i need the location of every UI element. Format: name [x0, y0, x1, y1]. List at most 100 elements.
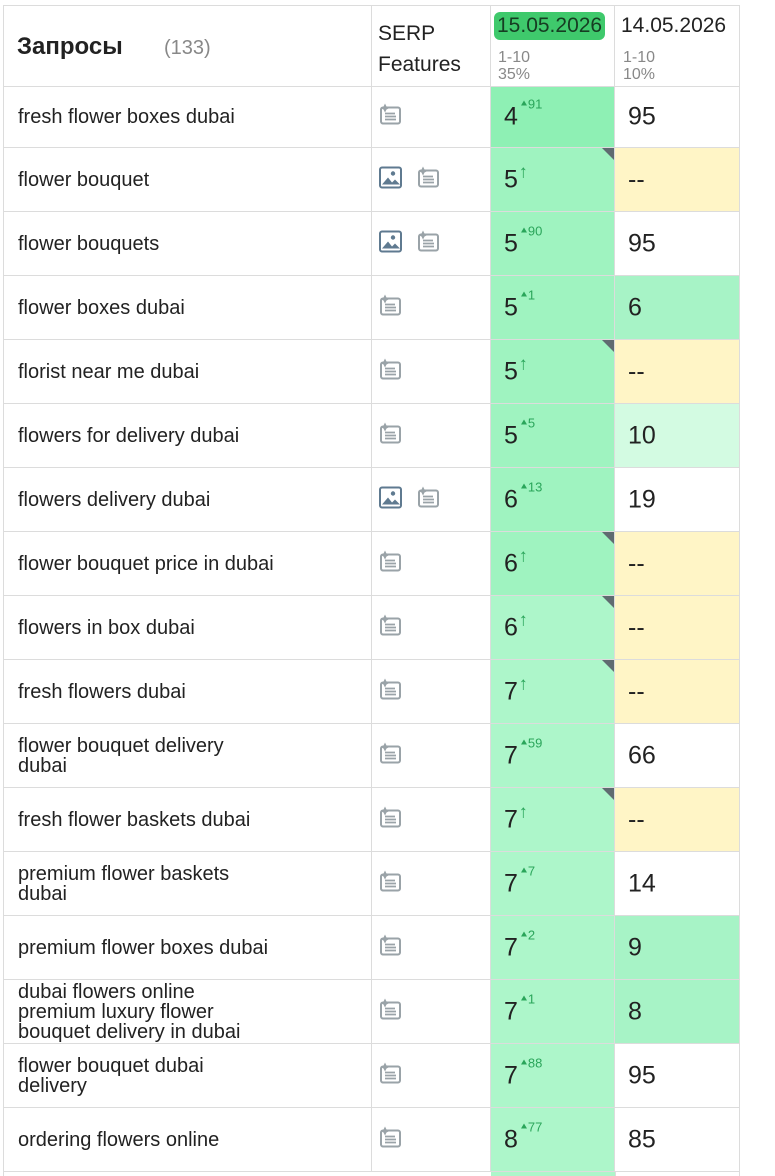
snippet-icon: [378, 933, 404, 962]
range: 1-10: [498, 49, 531, 66]
position-value: 7: [504, 677, 518, 705]
previous-value: 14: [628, 869, 656, 897]
query-cell: flower bouquet dubai delivery: [3, 1044, 372, 1108]
share: 10%: [623, 66, 656, 83]
position-change: 5: [521, 415, 535, 430]
previous-value: 8: [628, 997, 642, 1025]
query-cell: fresh flower baskets dubai: [3, 788, 372, 852]
serp-cell: [372, 212, 491, 276]
serp-cell: [372, 596, 491, 660]
position-value: 5: [504, 293, 518, 321]
previous-value: --: [628, 549, 645, 577]
serp-cell: [372, 660, 491, 724]
position-value: 4: [504, 102, 518, 131]
position-value: 5: [504, 357, 518, 385]
serp-icons: [378, 485, 442, 514]
query-cell: premium flower baskets dubai: [3, 852, 372, 916]
query-text: fresh flowers dubai: [18, 680, 186, 703]
previous-cell: 8: [615, 980, 740, 1044]
new-marker: [602, 660, 614, 672]
serp-icons: [378, 933, 404, 962]
image-icon: [378, 485, 404, 514]
new-marker: [602, 788, 614, 800]
position-change: 7: [521, 863, 535, 878]
position-change: 13: [521, 479, 542, 494]
serp-icons: [378, 357, 404, 386]
snippet-icon: [416, 229, 442, 258]
query-text: flower bouquet dubai delivery: [18, 1054, 204, 1097]
position-value: 7: [504, 933, 518, 961]
partial-row-divider: [3, 1172, 740, 1176]
query-text: ordering flowers online: [18, 1128, 220, 1151]
snippet-icon: [378, 997, 404, 1026]
query-text: premium flower baskets dubai: [18, 862, 230, 905]
position: 5 90: [504, 223, 542, 258]
snippet-icon: [378, 549, 404, 578]
position-cell: 5 90: [491, 212, 615, 276]
position-value: 5: [504, 229, 518, 257]
query-cell: fresh flower boxes dubai: [3, 87, 372, 148]
share: 35%: [498, 66, 531, 83]
previous-value: 10: [628, 421, 656, 449]
query-text: flowers for delivery dubai: [18, 424, 240, 447]
snippet-icon: [378, 869, 404, 898]
serp-label: SERP Features: [378, 22, 461, 76]
position-change: 91: [521, 97, 542, 112]
serp-icons: [378, 869, 404, 898]
position-change: 90: [521, 223, 542, 238]
position-cell: 5↑: [491, 148, 615, 212]
position: 6↑: [504, 609, 528, 642]
previous-value: --: [628, 165, 645, 193]
new-marker: [602, 148, 614, 160]
position-change: 59: [521, 735, 542, 750]
serp-cell: [372, 468, 491, 532]
previous-cell: --: [615, 660, 740, 724]
previous-cell: 66: [615, 724, 740, 788]
header-date-current: 15.05.2026 1-10 35%: [491, 5, 615, 87]
position-change: ↑: [518, 161, 528, 181]
previous-cell: 95: [615, 1044, 740, 1108]
new-marker: [602, 532, 614, 544]
position-cell: 7 88: [491, 1044, 615, 1108]
previous-value: 66: [628, 741, 656, 769]
snippet-icon: [378, 421, 404, 450]
position: 7↑: [504, 673, 528, 706]
serp-icons: [378, 103, 404, 132]
previous-value: 85: [628, 1125, 656, 1153]
serp-cell: [372, 276, 491, 340]
position-value: 7: [504, 805, 518, 833]
query-cell: flower bouquets: [3, 212, 372, 276]
serp-cell: [372, 724, 491, 788]
snippet-icon: [378, 741, 404, 770]
previous-value: --: [628, 677, 645, 705]
query-text: flower bouquet price in dubai: [18, 552, 274, 575]
serp-icons: [378, 421, 404, 450]
position: 5↑: [504, 161, 528, 194]
serp-cell: [372, 916, 491, 980]
snippet-icon: [378, 1125, 404, 1154]
position: 5↑: [504, 353, 528, 386]
query-text: flowers in box dubai: [18, 616, 195, 639]
new-marker: [602, 340, 614, 352]
serp-icons: [378, 229, 442, 258]
query-cell: flowers delivery dubai: [3, 468, 372, 532]
image-icon: [378, 165, 404, 194]
previous-value: --: [628, 805, 645, 833]
image-icon: [378, 229, 404, 258]
header-date-previous: 14.05.2026 1-10 10%: [615, 5, 740, 87]
query-text: dubai flowers online premium luxury flow…: [18, 980, 241, 1043]
position-change: 77: [521, 1119, 542, 1134]
snippet-icon: [378, 677, 404, 706]
position: 6↑: [504, 545, 528, 578]
query-text: flower bouquet: [18, 168, 150, 191]
query-text: flower bouquet delivery dubai: [18, 734, 224, 777]
position-value: 5: [504, 421, 518, 449]
position: 6 13: [504, 479, 542, 514]
previous-cell: 9: [615, 916, 740, 980]
position-value: 5: [504, 165, 518, 193]
serp-cell: [372, 532, 491, 596]
query-cell: flowers in box dubai: [3, 596, 372, 660]
